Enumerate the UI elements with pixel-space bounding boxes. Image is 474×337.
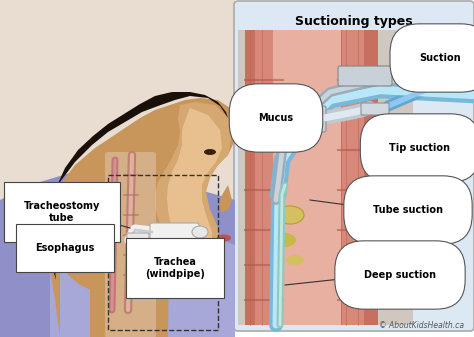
Ellipse shape [204,149,216,155]
Polygon shape [165,108,222,287]
Text: Deep suction: Deep suction [364,270,436,280]
FancyBboxPatch shape [342,30,364,325]
FancyBboxPatch shape [338,30,378,325]
Polygon shape [0,165,235,337]
FancyBboxPatch shape [127,233,149,245]
FancyBboxPatch shape [234,1,474,331]
Ellipse shape [69,204,87,232]
Ellipse shape [75,211,85,229]
Text: © AboutKidsHealth.ca: © AboutKidsHealth.ca [379,321,464,331]
Text: Tip suction: Tip suction [390,143,450,153]
FancyBboxPatch shape [338,66,392,86]
Text: Suction: Suction [419,53,461,63]
Ellipse shape [185,277,215,293]
FancyBboxPatch shape [294,106,326,132]
FancyBboxPatch shape [150,223,199,241]
Polygon shape [50,92,228,280]
Ellipse shape [192,226,208,238]
Ellipse shape [276,206,304,224]
Polygon shape [218,185,232,212]
FancyBboxPatch shape [105,152,156,337]
Polygon shape [145,102,232,292]
Text: Tube suction: Tube suction [373,205,443,215]
Text: Trachea
(windpipe): Trachea (windpipe) [145,257,205,279]
Polygon shape [48,98,235,337]
FancyBboxPatch shape [0,0,235,337]
FancyBboxPatch shape [273,30,341,325]
Ellipse shape [274,233,296,247]
Polygon shape [90,147,170,337]
Text: Suctioning types: Suctioning types [295,16,413,29]
Text: Mucus: Mucus [258,113,293,123]
FancyBboxPatch shape [361,103,389,115]
Ellipse shape [286,255,304,265]
FancyBboxPatch shape [255,30,273,325]
Ellipse shape [217,235,231,242]
FancyBboxPatch shape [245,30,283,325]
Text: Tracheostomy
tube: Tracheostomy tube [24,201,100,223]
Text: Esophagus: Esophagus [35,243,95,253]
FancyBboxPatch shape [238,30,413,325]
Polygon shape [50,200,235,337]
